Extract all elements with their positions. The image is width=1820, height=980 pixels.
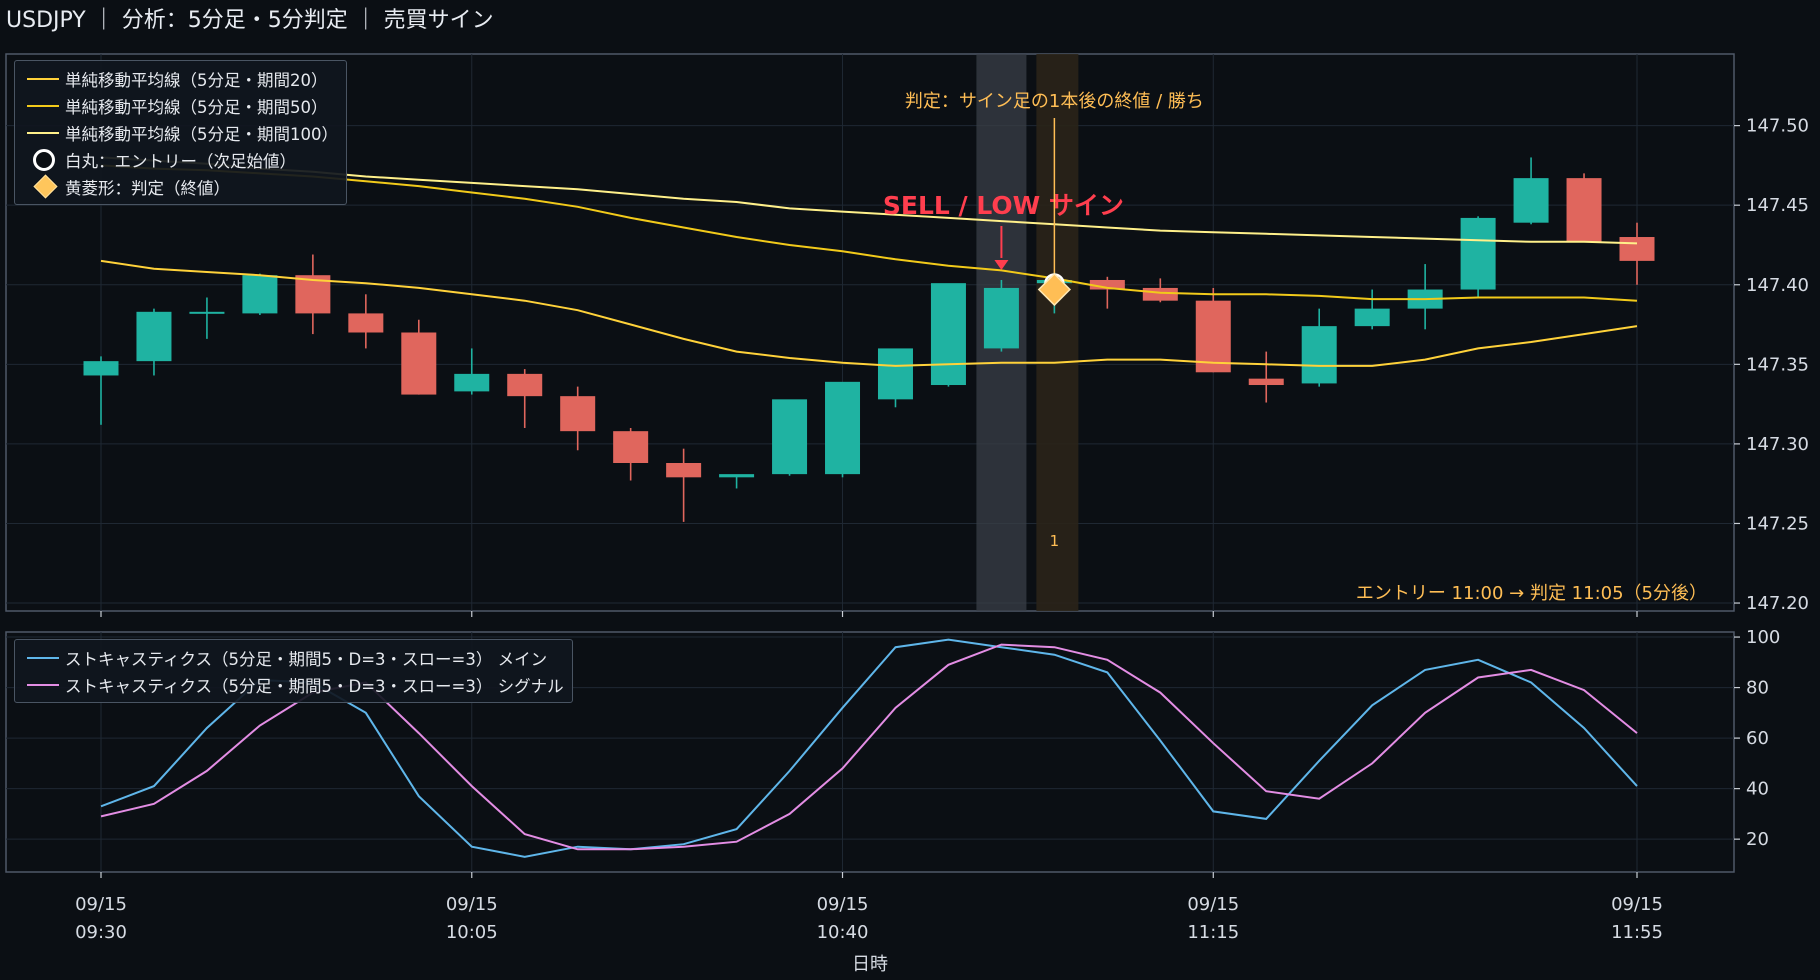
judge-diamond-marker [1037,272,1071,307]
legend-item-stoch-main: ストキャスティクス（5分足・期間5・D=3・スロー=3） メイン [23,644,564,671]
candle-body-down [666,462,702,478]
stoch-y-tick-label: 20 [1746,829,1769,850]
price-y-tick-label: 147.40 [1746,275,1809,296]
price-y-tick-label: 147.25 [1746,513,1809,534]
diamond-icon [33,173,58,199]
candle-body-up [136,311,172,362]
candle-body-down [1142,287,1178,301]
candle-body-down [401,332,437,395]
legend-item-sma50: 単純移動平均線（5分足・期間50） [23,92,338,119]
judge-label: 判定：サイン足の1本後の終値 / 勝ち [905,91,1204,112]
candle-body-up [930,283,966,386]
bars-count-label: 1 [1050,532,1060,550]
legend-label: 単純移動平均線（5分足・期間20） [65,70,328,90]
candle-body-up [1354,308,1390,327]
candle-body-up [242,275,278,314]
candle-body-down [1619,237,1655,261]
candle-body-up [189,311,225,314]
price-y-tick-label: 147.35 [1746,354,1809,375]
candle-body-down [560,396,596,432]
price-y-tick-label: 147.30 [1746,434,1809,455]
sma-line-2 [100,156,1638,245]
sell-signal-arrow-head [994,259,1009,270]
x-tick-label-time: 10:05 [446,922,498,943]
legend-item-entry: 白丸：エントリー（次足始値） [23,146,338,173]
page-title: USDJPY ｜ 分析：5分足・5分判定 ｜ 売買サイン [6,8,494,33]
x-tick-label-date: 09/15 [446,894,498,915]
stochastic-legend: ストキャスティクス（5分足・期間5・D=3・スロー=3） メイン ストキャスティ… [14,639,573,703]
candle-body-up [1513,178,1549,223]
x-tick-label-time: 11:55 [1611,922,1663,943]
x-tick-label-date: 09/15 [1187,894,1239,915]
stoch-main-line [100,638,1638,858]
candle-body-down [1248,378,1284,386]
legend-label: 黄菱形：判定（終値） [65,178,230,198]
legend-item-stoch-signal: ストキャスティクス（5分足・期間5・D=3・スロー=3） シグナル [23,671,564,698]
candle-body-up [1301,326,1337,384]
stoch-y-tick-label: 80 [1746,678,1769,699]
candle-body-up [772,399,808,475]
candle-body-down [1089,279,1125,290]
candle-body-down [613,431,649,463]
judge-candle-highlight [1036,54,1079,611]
candle-body-down [348,313,384,333]
stoch-y-tick-label: 40 [1746,779,1769,800]
x-tick-label-date: 09/15 [817,894,869,915]
candle-body-up [877,348,913,400]
sma50-line-icon [27,104,59,107]
x-axis-label: 日時 [852,954,888,975]
sma-line-1 [100,164,1638,302]
sell-signal-label: SELL / LOW サイン [883,191,1124,220]
sma20-line-icon [27,77,59,80]
candle-body-up [983,287,1019,349]
candle-body-down [1195,300,1231,373]
stoch-y-tick-label: 100 [1746,627,1780,648]
candle-body-up [454,373,490,392]
circle-icon [33,148,55,171]
stoch-main-line-icon [27,656,59,659]
price-y-tick-label: 147.50 [1746,116,1809,137]
legend-label: ストキャスティクス（5分足・期間5・D=3・スロー=3） シグナル [65,676,564,696]
legend-label: 単純移動平均線（5分足・期間50） [65,97,328,117]
x-tick-label-time: 11:15 [1187,922,1239,943]
candle-body-down [507,373,543,397]
legend-label: ストキャスティクス（5分足・期間5・D=3・スロー=3） メイン [65,649,548,669]
legend-label: 単純移動平均線（5分足・期間100） [65,124,338,144]
candle-body-up [1460,217,1496,290]
price-y-tick-label: 147.45 [1746,195,1809,216]
candle-body-down [1566,178,1602,242]
candle-body-up [83,361,119,376]
x-tick-label-date: 09/15 [1611,894,1663,915]
stoch-y-tick-label: 60 [1746,728,1769,749]
candle-body-up [825,381,861,475]
price-y-tick-label: 147.20 [1746,593,1809,614]
x-tick-label-time: 09:30 [75,922,127,943]
stoch-signal-line-icon [27,683,59,686]
legend-label: 白丸：エントリー（次足始値） [65,151,296,171]
sma100-line-icon [27,131,59,134]
x-tick-label-date: 09/15 [75,894,127,915]
price-legend: 単純移動平均線（5分足・期間20） 単純移動平均線（5分足・期間50） 単純移動… [14,60,347,205]
sma-line-0 [100,259,1638,367]
x-tick-label-time: 10:40 [817,922,869,943]
candle-body-up [719,474,755,478]
legend-item-judge: 黄菱形：判定（終値） [23,173,338,200]
entry-judge-note: エントリー 11:00 → 判定 11:05（5分後） [1356,583,1707,604]
legend-item-sma20: 単純移動平均線（5分足・期間20） [23,65,338,92]
legend-item-sma100: 単純移動平均線（5分足・期間100） [23,119,338,146]
